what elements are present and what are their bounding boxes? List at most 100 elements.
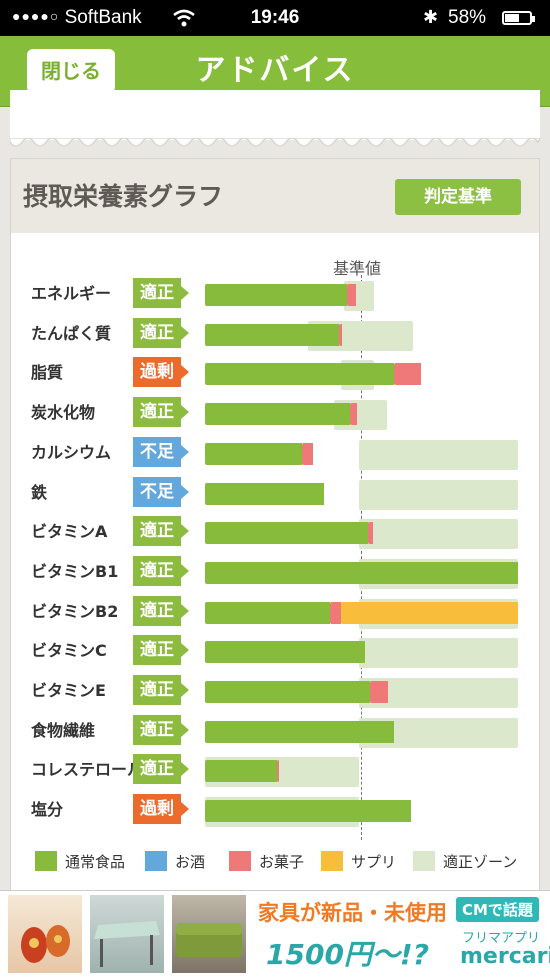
nutrient-row: ビタミンC 適正	[11, 630, 539, 670]
sweets-bar	[346, 284, 356, 306]
normal-food-bar	[205, 601, 330, 624]
nutrient-row: ビタミンB1 適正	[11, 551, 539, 591]
sweets-bar	[329, 601, 341, 624]
normal-food-bar	[205, 363, 395, 386]
nutrient-name: 鉄	[31, 482, 48, 502]
ad-banner[interactable]: 家具が新品・未使用 CMで話題 1500円～!? フリマアプリ mercari	[0, 890, 550, 977]
sweets-bar	[338, 323, 343, 346]
nutrient-row: たんぱく質 適正	[11, 313, 539, 353]
graph-title: 摂取栄養素グラフ	[23, 182, 224, 211]
carrier: ●●●●○ SoftBank	[12, 7, 142, 29]
nutrient-name: エネルギー	[31, 284, 112, 303]
ad-photo-sofa	[172, 895, 246, 973]
nutrient-row: ビタミンB2 適正	[11, 591, 539, 631]
bluetooth-icon: ✱	[423, 7, 439, 27]
carrier-name: SoftBank	[64, 7, 142, 28]
normal-food-bar	[205, 442, 303, 465]
optimal-zone	[359, 638, 518, 669]
clock: 19:46	[250, 7, 300, 28]
nutrient-name: 食物繊維	[31, 720, 96, 740]
nutrient-row: 塩分 過剰	[11, 789, 539, 829]
normal-food-bar	[205, 284, 347, 306]
legend-label: お菓子	[259, 853, 305, 871]
ad-brand-logo: mercari	[460, 944, 550, 969]
sweets-bar	[277, 760, 279, 783]
sweets-bar	[394, 363, 421, 386]
sweets-bar	[349, 403, 358, 426]
nutrient-row: ビタミンE 適正	[11, 670, 539, 710]
sweets-bar	[302, 442, 313, 465]
normal-food-bar	[205, 561, 518, 584]
supplement-bar	[340, 601, 518, 624]
status-badge: 不足	[133, 476, 189, 507]
normal-food-bar	[205, 681, 370, 703]
nutrient-row: 食物繊維 適正	[11, 710, 539, 750]
status-badge: 不足	[133, 436, 189, 467]
status-badge: 適正	[133, 675, 189, 705]
status-badge: 適正	[133, 714, 189, 745]
nutrient-graph-card: 摂取栄養素グラフ 判定基準 基準値 エネルギー 適正 たんぱく質 適正 脂質 過剰 炭水化物…	[10, 158, 540, 894]
status-badge: 適正	[133, 635, 189, 666]
status-badge: 適正	[133, 595, 189, 626]
nutrient-row: 脂質 過剰	[11, 352, 539, 392]
sweets-bar	[368, 522, 373, 545]
legend-swatch	[413, 851, 435, 871]
legend-swatch	[35, 851, 57, 871]
signal-strength-icon: ●●●●○	[12, 8, 60, 24]
status-bar: ●●●●○ SoftBank 19:46 ✱ 58%	[0, 0, 550, 36]
reference-line	[361, 275, 362, 840]
status-badge: 過剰	[133, 794, 189, 825]
wifi-icon	[172, 8, 196, 34]
legend-label: サプリ	[351, 853, 397, 871]
wavy-divider	[10, 138, 540, 147]
normal-food-bar	[205, 403, 350, 426]
ad-app-label: フリマアプリ	[462, 931, 541, 946]
nutrient-name: ビタミンB2	[31, 601, 119, 621]
nutrient-name: コレステロール	[31, 760, 144, 780]
legend-swatch	[229, 851, 251, 871]
criteria-button[interactable]: 判定基準	[395, 179, 521, 215]
nutrient-name: ビタミンC	[31, 641, 107, 661]
nutrient-name: カルシウム	[31, 442, 112, 462]
battery-percent: 58%	[448, 7, 487, 28]
status-badge: 適正	[133, 555, 189, 586]
normal-food-bar	[205, 800, 412, 823]
normal-food-bar	[205, 323, 339, 346]
status-badge: 適正	[133, 754, 189, 785]
nutrient-name: ビタミンB1	[31, 561, 119, 581]
previous-section	[10, 90, 540, 140]
status-badge: 過剰	[133, 357, 189, 388]
nutrient-row: 鉄 不足	[11, 472, 539, 512]
nutrient-name: 脂質	[31, 363, 64, 383]
legend: 通常食品 お酒 お菓子 サプリ 適正ゾーン	[11, 845, 539, 875]
status-badge: 適正	[133, 516, 189, 547]
legend-label: お酒	[175, 853, 206, 871]
legend-label: 通常食品	[65, 853, 126, 871]
ad-photo-tableware	[8, 895, 82, 973]
nutrient-name: ビタミンA	[31, 522, 108, 542]
nutrient-row: 炭水化物 適正	[11, 392, 539, 432]
ad-photo-table	[90, 895, 164, 973]
optimal-zone	[359, 519, 518, 550]
close-button[interactable]: 閉じる	[27, 49, 115, 93]
battery-icon	[502, 11, 535, 25]
optimal-zone	[359, 479, 518, 510]
nutrient-row: エネルギー 適正	[11, 273, 539, 313]
normal-food-bar	[205, 482, 324, 505]
legend-label: 適正ゾーン	[443, 853, 518, 871]
nutrient-row: ビタミンA 適正	[11, 511, 539, 551]
ad-price: 1500円～!?	[266, 938, 429, 971]
status-badge: 適正	[133, 317, 189, 348]
reference-label: 基準値	[333, 259, 382, 278]
nutrient-row: コレステロール 適正	[11, 749, 539, 789]
legend-swatch	[145, 851, 167, 871]
nutrient-name: ビタミンE	[31, 681, 106, 700]
ad-headline: 家具が新品・未使用	[258, 901, 447, 925]
battery-level	[505, 14, 519, 22]
status-badge: 適正	[133, 278, 189, 308]
optimal-zone	[359, 439, 518, 470]
ad-cm-badge: CMで話題	[456, 897, 539, 922]
normal-food-bar	[205, 760, 278, 783]
legend-swatch	[321, 851, 343, 871]
page-title: アドバイス	[195, 53, 355, 88]
